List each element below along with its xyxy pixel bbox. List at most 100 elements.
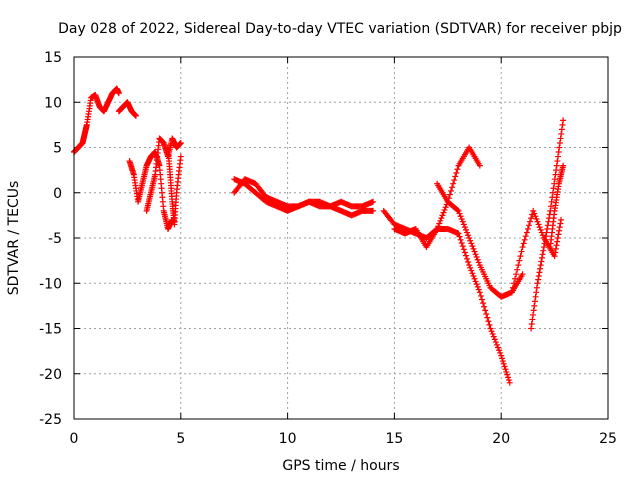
series-arc-scatter-2 — [115, 99, 139, 119]
data-point — [468, 240, 475, 247]
data-point — [551, 253, 558, 260]
data-point — [475, 259, 482, 266]
data-point — [534, 218, 541, 225]
x-tick-label: 15 — [385, 431, 403, 447]
data-point — [535, 273, 542, 280]
data-point — [467, 237, 474, 244]
data-point — [536, 269, 543, 276]
data-point — [468, 267, 475, 274]
data-point — [548, 198, 555, 205]
data-point — [441, 206, 448, 213]
data-point — [523, 229, 530, 236]
data-point — [469, 243, 476, 250]
data-point — [532, 293, 539, 300]
data-point — [449, 184, 456, 191]
data-point — [550, 185, 557, 192]
data-point — [471, 248, 478, 255]
data-point — [471, 275, 478, 282]
data-point — [483, 311, 490, 318]
data-point — [534, 280, 541, 287]
data-point — [554, 238, 561, 245]
y-tick-label: 5 — [53, 141, 62, 157]
data-point — [484, 314, 491, 321]
data-point — [465, 258, 472, 265]
data-point — [473, 254, 480, 261]
data-point — [540, 247, 547, 254]
y-tick-label: -25 — [39, 412, 62, 428]
data-point — [464, 229, 471, 236]
data-point — [555, 149, 562, 156]
data-point — [477, 292, 484, 299]
data-point — [486, 321, 493, 328]
data-point — [532, 213, 539, 220]
data-point — [540, 244, 547, 251]
data-point — [516, 257, 523, 264]
plot-frame — [73, 56, 609, 420]
data-point — [519, 271, 526, 278]
data-point — [509, 284, 516, 291]
data-point — [528, 320, 535, 327]
data-point — [551, 176, 558, 183]
data-point — [531, 302, 538, 309]
data-point — [496, 347, 503, 354]
data-point — [557, 220, 564, 227]
y-tick-label: 10 — [44, 95, 62, 111]
data-point — [439, 212, 446, 219]
data-point — [505, 374, 512, 381]
data-point — [511, 280, 518, 287]
data-point — [478, 296, 485, 303]
data-point — [501, 363, 508, 370]
data-point — [513, 271, 520, 278]
data-point — [457, 213, 464, 220]
data-point — [556, 144, 563, 151]
data-point — [504, 371, 511, 378]
data-point — [537, 226, 544, 233]
x-tick-label: 20 — [492, 431, 510, 447]
data-point — [499, 358, 506, 365]
data-point — [558, 130, 565, 137]
data-point — [517, 253, 524, 260]
series-arc-spike-4 — [143, 135, 184, 214]
data-point — [480, 300, 487, 307]
data-point — [497, 349, 504, 356]
x-tick-label: 25 — [599, 431, 617, 447]
data-point — [556, 227, 563, 234]
data-point — [132, 112, 139, 119]
series-arc-late-b — [528, 117, 567, 332]
data-point — [558, 216, 565, 223]
data-point — [552, 171, 559, 178]
data-point — [475, 286, 482, 293]
data-point — [537, 265, 544, 272]
data-point — [556, 139, 563, 146]
data-point — [556, 224, 563, 231]
data-point — [538, 258, 545, 265]
data-point — [454, 166, 461, 173]
data-point — [177, 139, 184, 146]
data-point — [470, 245, 477, 252]
data-point — [524, 225, 531, 232]
data-point — [370, 198, 377, 205]
data-point — [515, 262, 522, 269]
y-tick-label: 15 — [44, 50, 62, 66]
data-point — [474, 256, 481, 263]
series-arc-evening-b — [391, 144, 483, 251]
data-point — [460, 221, 467, 228]
data-point — [547, 203, 554, 210]
series-arc-midday-b — [231, 176, 377, 210]
data-point — [539, 232, 546, 239]
data-point — [560, 117, 567, 124]
data-point — [498, 352, 505, 359]
data-point — [530, 207, 537, 214]
data-point — [450, 180, 457, 187]
data-point — [544, 222, 551, 229]
data-point — [525, 222, 532, 229]
data-point — [531, 298, 538, 305]
data-point — [466, 262, 473, 269]
data-point — [544, 225, 551, 232]
data-point — [437, 217, 444, 224]
data-point — [553, 162, 560, 169]
data-point — [528, 325, 535, 332]
data-point — [459, 218, 466, 225]
data-point — [542, 236, 549, 243]
data-point — [434, 225, 441, 232]
